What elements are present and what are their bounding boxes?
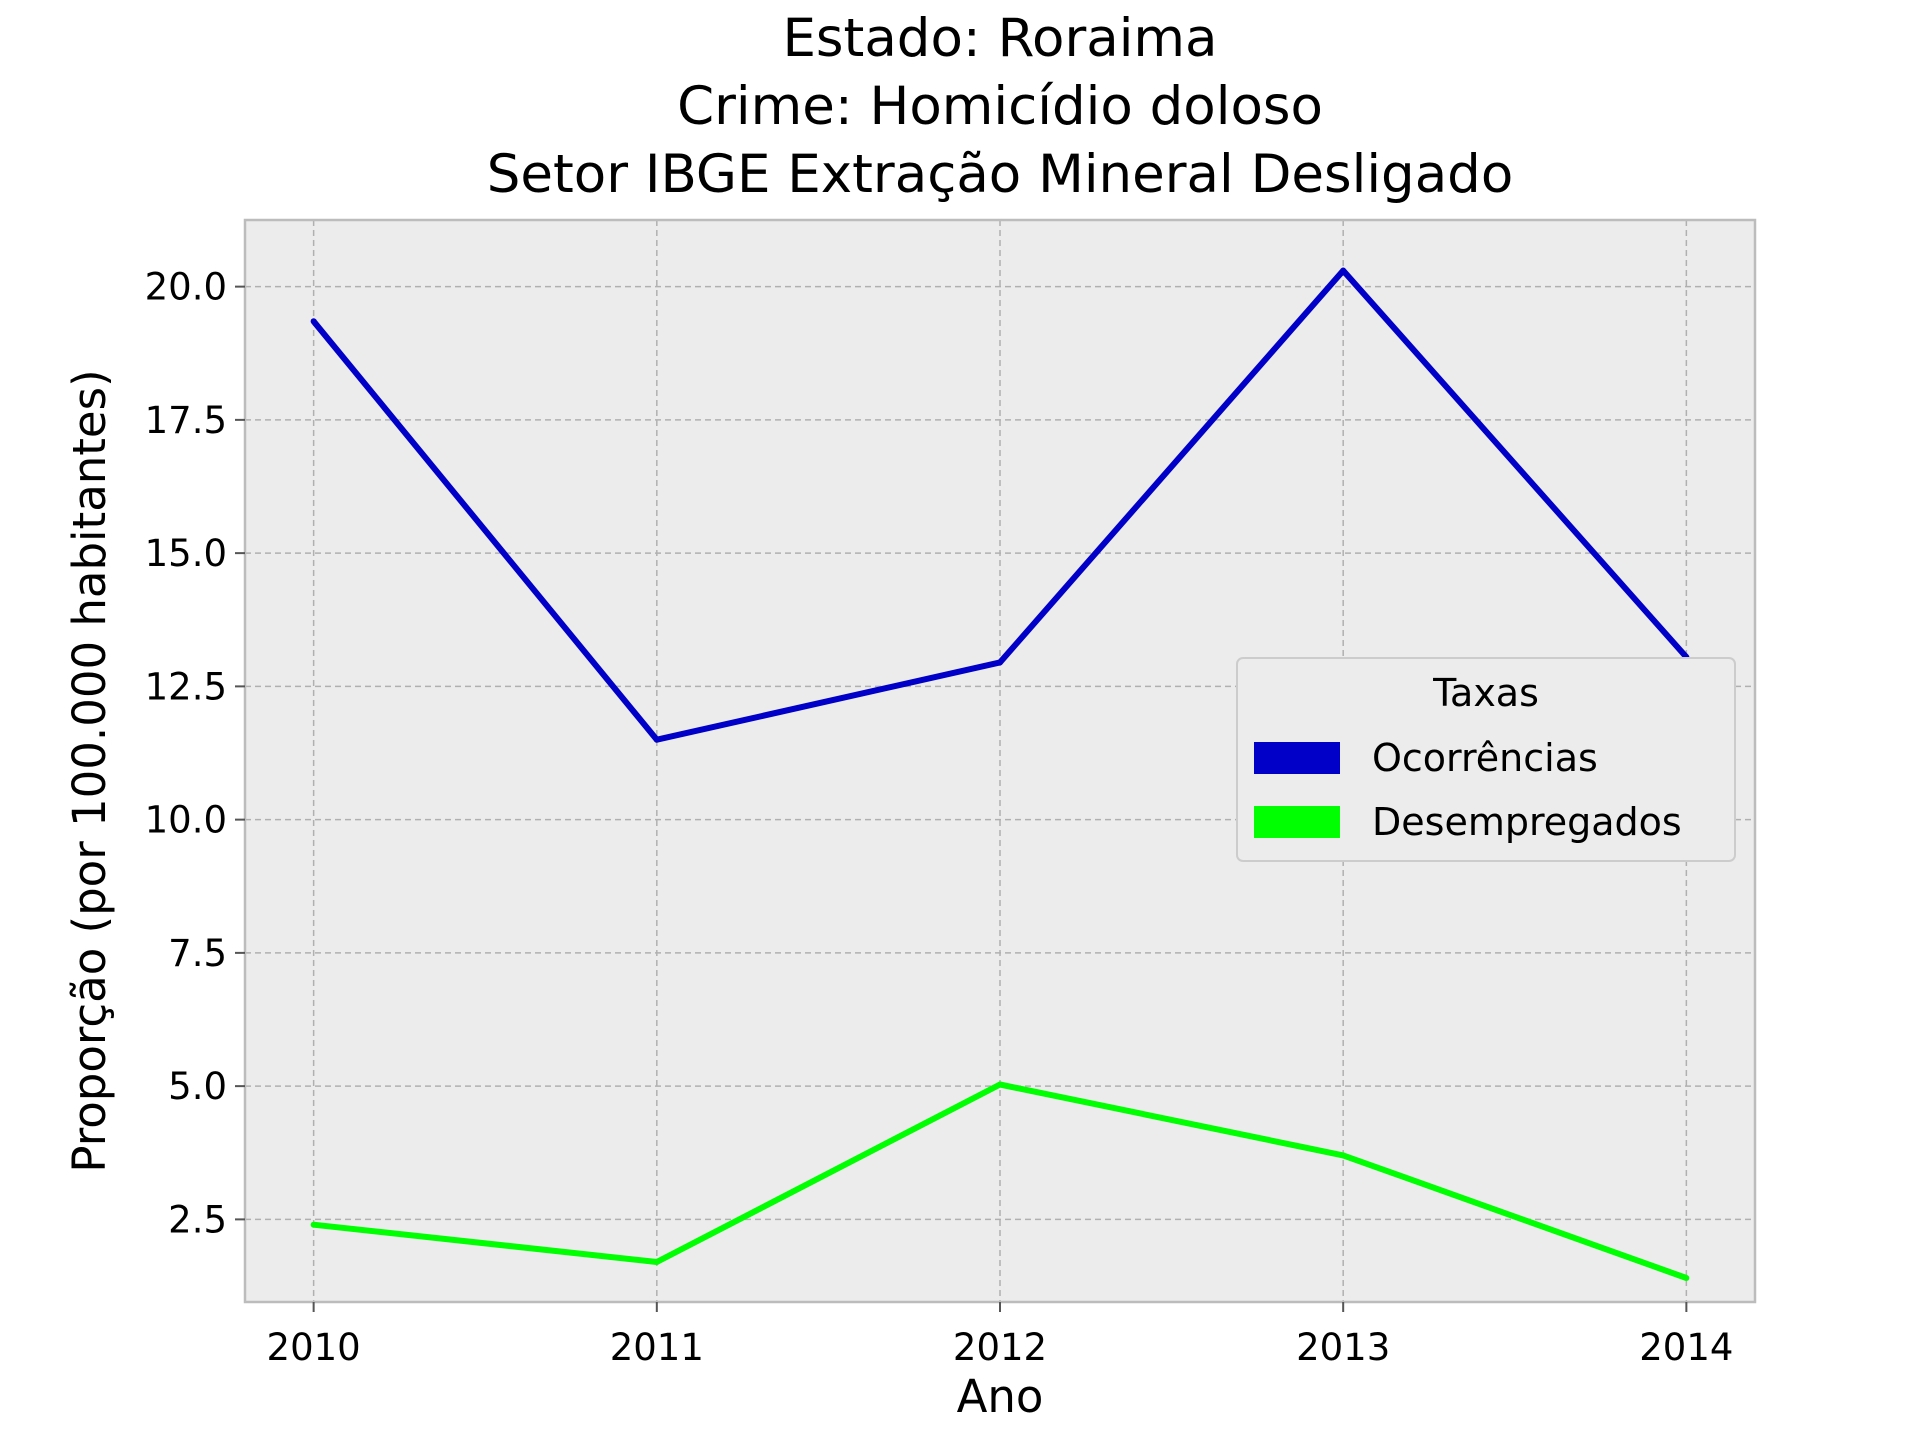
data-point-ocorrencias [310,318,317,325]
data-point-desempregados [310,1221,317,1228]
data-point-desempregados [653,1259,660,1266]
legend-label-ocorrencias: Ocorrências [1372,736,1598,780]
y-axis-label: Proporção (por 100.000 habitantes) [63,369,116,1172]
chart-title: Estado: Roraima Crime: Homicídio doloso … [487,8,1514,205]
data-point-ocorrencias [1340,267,1347,274]
data-point-desempregados [997,1081,1003,1088]
x-tick-label: 2011 [610,1326,704,1369]
y-tick-label: 15.0 [145,532,227,575]
data-point-desempregados [1683,1275,1690,1282]
series-layer [310,267,1690,1282]
y-tick-label: 12.5 [145,665,227,708]
legend-box [1236,657,1736,862]
title-line-2: Crime: Homicídio doloso [677,76,1323,137]
title-line-3: Setor IBGE Extração Mineral Desligado [487,144,1514,205]
x-tick-label: 2012 [953,1326,1047,1369]
title-line-1: Estado: Roraima [782,8,1217,69]
data-point-ocorrencias [653,736,660,743]
x-axis-label: Ano [957,1370,1044,1423]
y-tick-label: 5.0 [168,1065,227,1108]
y-tick-label: 17.5 [145,399,227,442]
grid [245,220,1755,1302]
legend-label-desempregados: Desempregados [1372,800,1682,844]
data-point-ocorrencias [997,659,1003,666]
x-tick-label: 2014 [1639,1326,1733,1369]
y-tick-label: 2.5 [168,1198,227,1241]
x-tick-label: 2010 [267,1326,361,1369]
legend-title: Taxas [1432,671,1539,715]
y-tick-label: 10.0 [145,799,227,842]
legend: Taxas Ocorrências Desempregados [1236,657,1736,862]
y-tick-label: 20.0 [145,266,227,309]
data-point-desempregados [1340,1152,1347,1159]
legend-swatch-ocorrencias [1254,742,1340,774]
legend-swatch-desempregados [1254,806,1340,838]
y-axis: 2.5 5.0 7.5 10.0 12.5 15.0 17.5 20.0 [145,266,245,1241]
x-tick-label: 2013 [1296,1326,1390,1369]
y-tick-label: 7.5 [168,932,227,975]
x-axis: 2010 2011 2012 2013 2014 [267,1302,1733,1369]
